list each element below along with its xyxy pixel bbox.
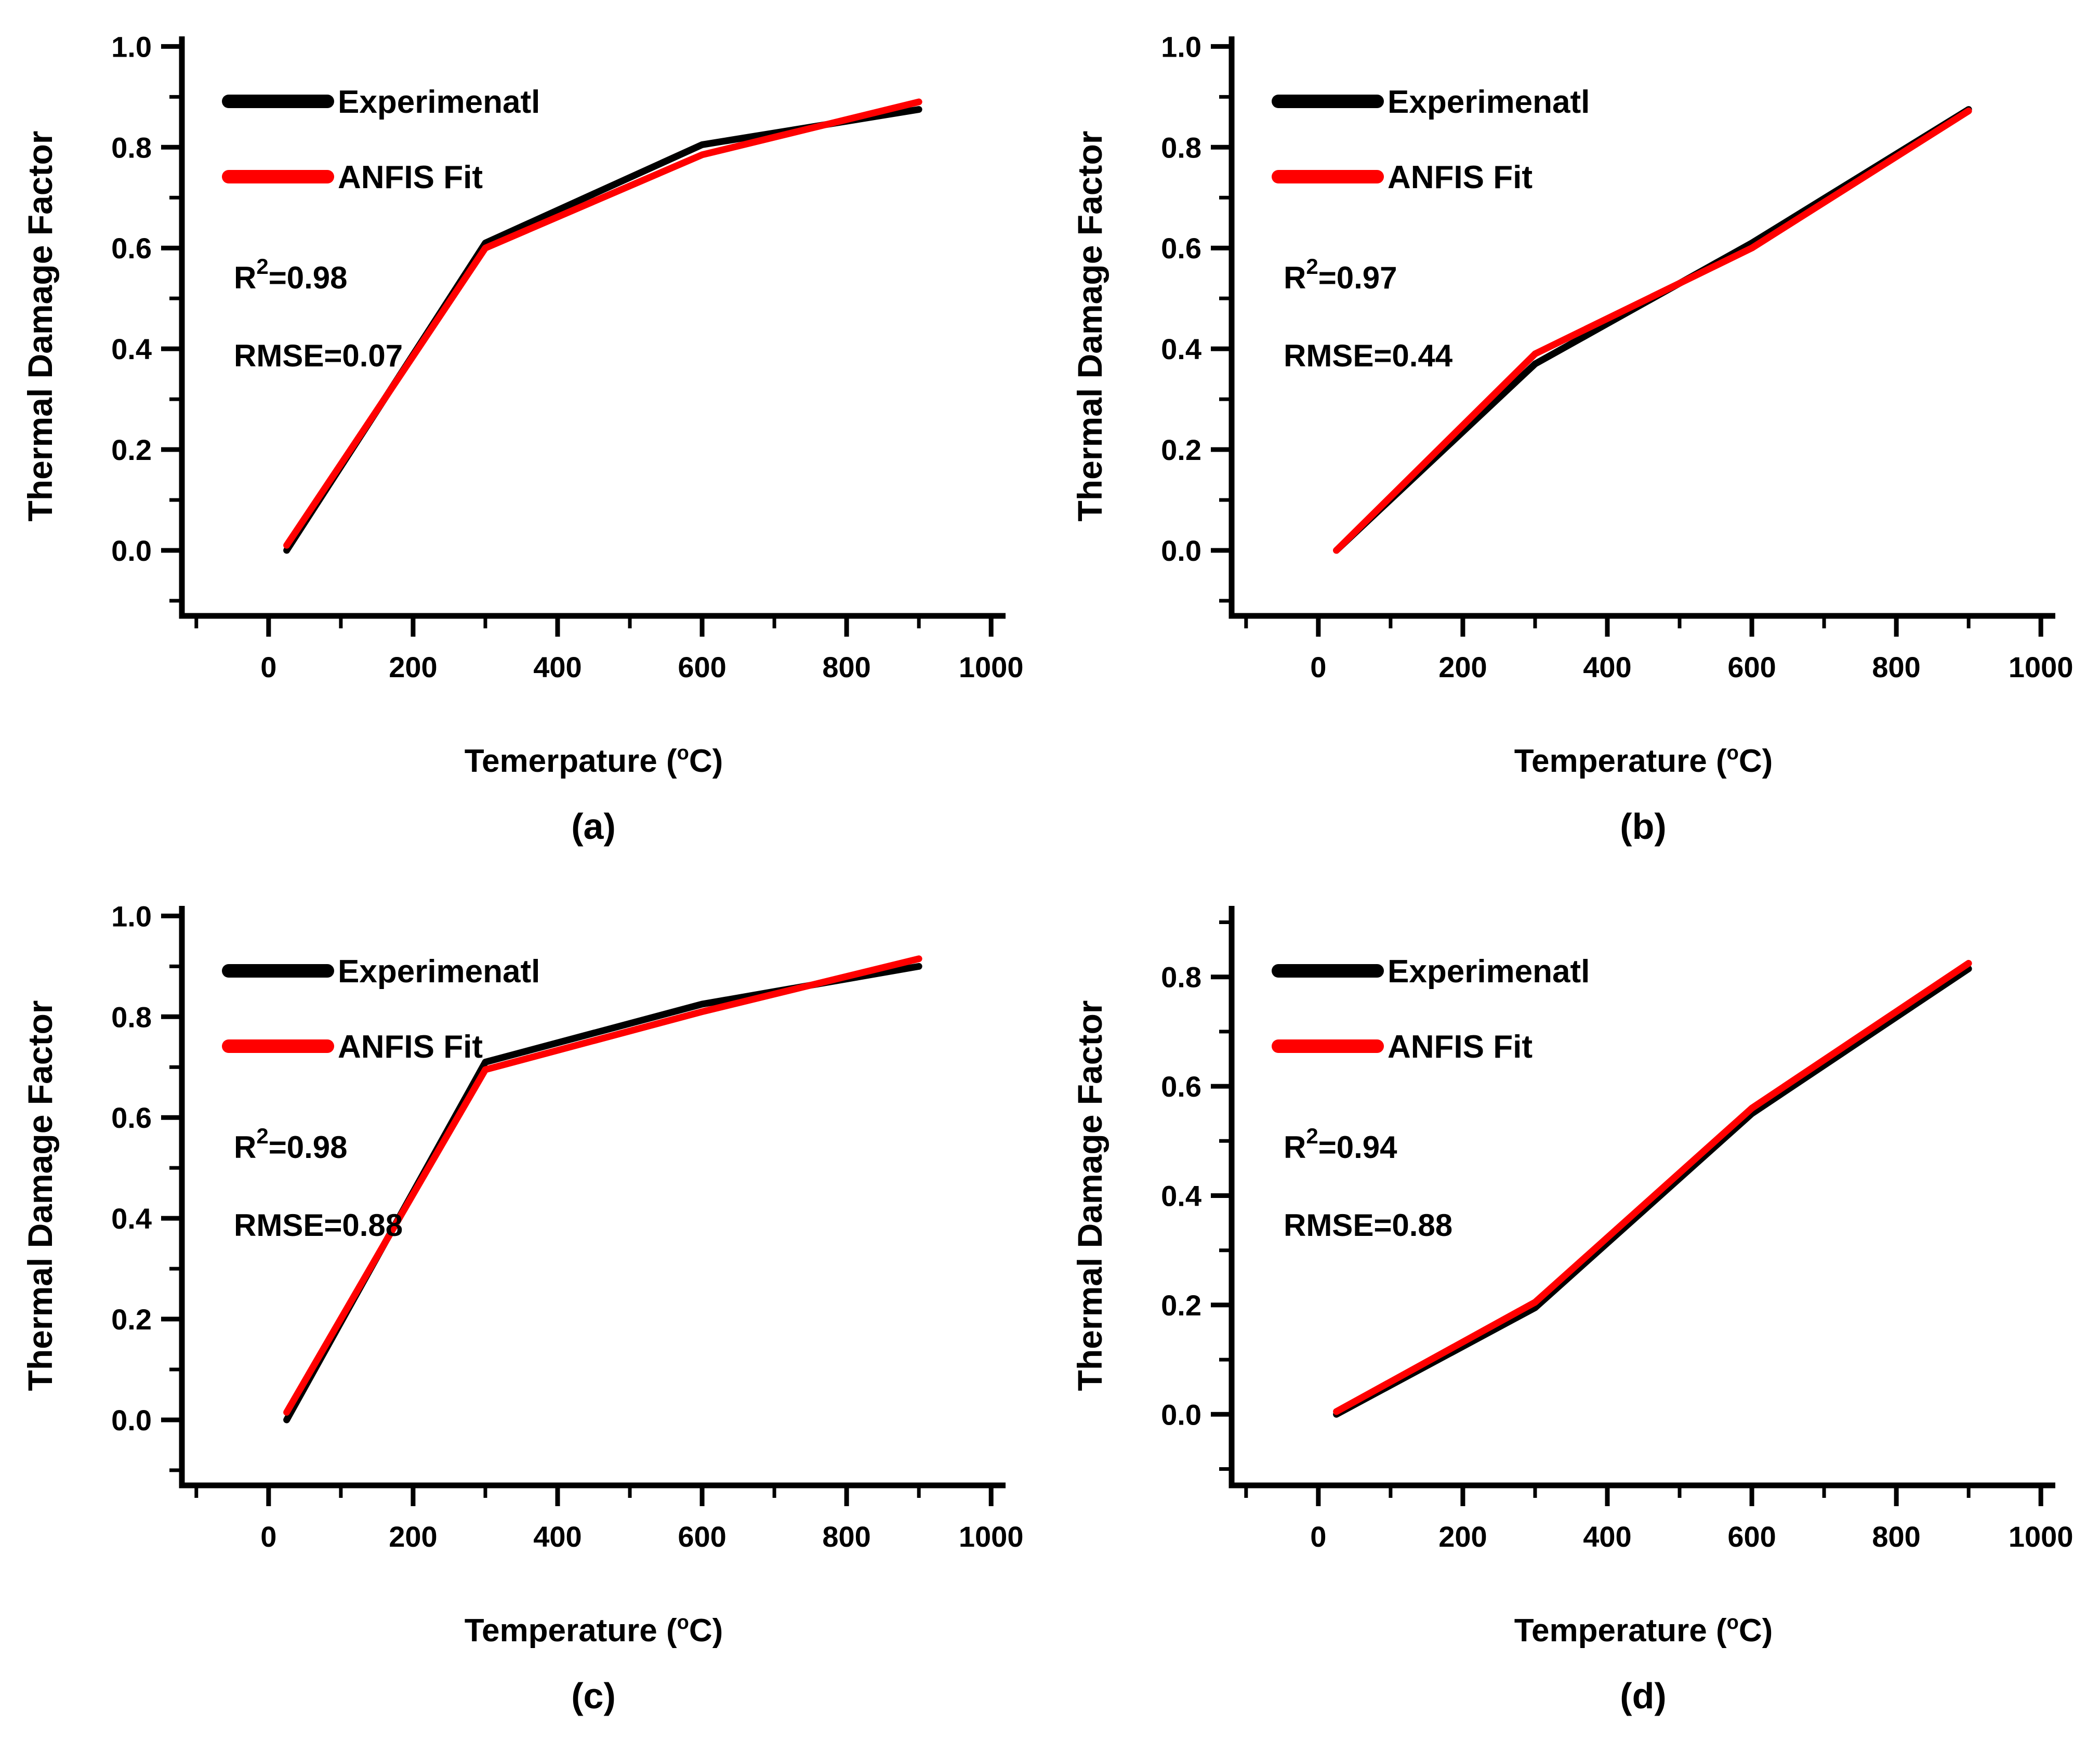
x-tick-label: 800 [1872, 1520, 1920, 1553]
x-tick-label: 200 [1438, 651, 1487, 683]
stat-rmse: RMSE=0.88 [1284, 1208, 1452, 1243]
series-line-anfis-fit [283, 955, 922, 1416]
y-tick-label: 0.2 [1161, 1289, 1201, 1322]
y-axis-label: Thermal Damage Factor [21, 131, 59, 522]
y-tick-label: 0.2 [1161, 433, 1201, 466]
y-tick-label: 0.6 [111, 232, 152, 265]
x-tick-label: 800 [822, 651, 870, 683]
chart-a-canvas: 0 200 400 600 800 1000 0.0 0.2 0.4 0.6 0.8 1.0 Therm… [21, 30, 1024, 779]
x-axis-label: Temperature (oC) [1514, 1612, 1773, 1649]
x-tick-label: 600 [678, 1520, 726, 1553]
x-axis-label: Temerpature (oC) [465, 742, 723, 779]
axis-spines [1229, 906, 2055, 1488]
subplot-label-d: (d) [1620, 1676, 1667, 1716]
x-tick-label: 1000 [959, 1520, 1024, 1553]
y-tick-label: 1.0 [1161, 30, 1201, 63]
y-tick-label: 0.4 [1161, 1180, 1201, 1213]
stat-rmse: RMSE=0.44 [1284, 338, 1453, 373]
y-tick-label: 0.0 [1161, 534, 1201, 567]
x-tick-label: 0 [1310, 1520, 1326, 1553]
x-tick-label: 1000 [2009, 1520, 2073, 1553]
y-tick-label: 0.8 [1161, 131, 1201, 164]
x-tick-label: 200 [389, 651, 437, 683]
stat-rmse: RMSE=0.07 [234, 338, 403, 373]
y-axis-label: Thermal Damage Factor [1071, 131, 1109, 522]
series-line-anfis-fit [283, 98, 922, 549]
y-tick-label: 0.2 [111, 1303, 152, 1336]
chart-c: 0 200 400 600 800 1000 0.0 0.2 0.4 0.6 0.8 1.0 Therm… [0, 870, 1050, 1739]
legend-label-anfis-fit: ANFIS Fit [338, 160, 483, 195]
chart-b: 0 200 400 600 800 1000 0.0 0.2 0.4 0.6 0.8 1.0 Therm… [1050, 0, 2100, 870]
stat-r-squared: R2=0.98 [234, 1124, 348, 1165]
series-line-experimenatl [1333, 965, 1972, 1418]
x-tick-label: 400 [533, 651, 582, 683]
axis-spines [179, 906, 1006, 1488]
x-tick-label: 600 [678, 651, 726, 683]
x-tick-label: 800 [822, 1520, 870, 1553]
y-tick-label: 0.4 [111, 333, 152, 365]
y-tick-label: 0.4 [111, 1202, 152, 1235]
axis-spines [179, 36, 1006, 619]
stat-r-squared: R2=0.94 [1284, 1124, 1397, 1165]
x-tick-label: 200 [1438, 1520, 1487, 1553]
x-axis-label: Temperature (oC) [465, 1612, 723, 1649]
x-axis-label: Temperature (oC) [1514, 742, 1773, 779]
x-tick-label: 600 [1727, 1520, 1776, 1553]
chart-d-canvas: 0 200 400 600 800 1000 0.0 0.2 0.4 0.6 0.8 Thermal … [1071, 906, 2073, 1649]
subplot-label-c: (c) [571, 1676, 616, 1716]
y-tick-label: 0.8 [111, 1000, 152, 1033]
legend-label-experimenatl: Experimenatl [338, 954, 540, 990]
legend-label-experimenatl: Experimenatl [338, 84, 540, 120]
subplot-label-a: (a) [571, 806, 616, 847]
chart-a: 0 200 400 600 800 1000 0.0 0.2 0.4 0.6 0.8 1.0 Therm… [0, 0, 1050, 870]
stat-r-squared: R2=0.98 [234, 254, 348, 295]
y-tick-label: 0.6 [111, 1101, 152, 1134]
x-tick-label: 200 [389, 1520, 437, 1553]
legend-label-experimenatl: Experimenatl [1388, 954, 1590, 990]
legend-label-experimenatl: Experimenatl [1388, 84, 1590, 120]
x-tick-label: 0 [1310, 651, 1326, 683]
y-tick-label: 0.0 [111, 1404, 152, 1437]
y-axis-label: Thermal Damage Factor [1071, 1000, 1109, 1391]
y-tick-label: 0.4 [1161, 333, 1201, 365]
chart-c-canvas: 0 200 400 600 800 1000 0.0 0.2 0.4 0.6 0.8 1.0 Therm… [21, 900, 1024, 1649]
y-tick-label: 1.0 [111, 900, 152, 932]
y-tick-label: 0.6 [1161, 232, 1201, 265]
x-tick-label: 800 [1872, 651, 1920, 683]
y-tick-label: 0.8 [1161, 961, 1201, 994]
stat-rmse: RMSE=0.88 [234, 1208, 403, 1243]
subplot-label-b: (b) [1620, 806, 1667, 847]
stat-r-squared: R2=0.97 [1284, 254, 1397, 295]
y-tick-label: 0.2 [111, 433, 152, 466]
x-tick-label: 1000 [2009, 651, 2073, 683]
y-axis-label: Thermal Damage Factor [21, 1000, 59, 1391]
y-tick-label: 1.0 [111, 30, 152, 63]
chart-b-canvas: 0 200 400 600 800 1000 0.0 0.2 0.4 0.6 0.8 1.0 Therm… [1071, 30, 2073, 779]
y-tick-label: 0.0 [111, 534, 152, 567]
x-tick-label: 400 [533, 1520, 582, 1553]
y-tick-label: 0.0 [1161, 1398, 1201, 1431]
legend-label-anfis-fit: ANFIS Fit [1388, 160, 1533, 195]
series-line-anfis-fit [1333, 959, 1972, 1415]
x-tick-label: 0 [260, 1520, 276, 1553]
y-tick-label: 0.8 [111, 131, 152, 164]
series-line-anfis-fit [1333, 107, 1972, 554]
x-tick-label: 400 [1583, 1520, 1631, 1553]
x-tick-label: 400 [1583, 651, 1631, 683]
x-tick-label: 600 [1727, 651, 1776, 683]
chart-d: 0 200 400 600 800 1000 0.0 0.2 0.4 0.6 0.8 Thermal … [1050, 870, 2100, 1739]
axis-spines [1229, 36, 2055, 619]
legend-label-anfis-fit: ANFIS Fit [1388, 1029, 1533, 1065]
y-tick-label: 0.6 [1161, 1070, 1201, 1103]
legend-label-anfis-fit: ANFIS Fit [338, 1029, 483, 1065]
x-tick-label: 1000 [959, 651, 1024, 683]
x-tick-label: 0 [260, 651, 276, 683]
